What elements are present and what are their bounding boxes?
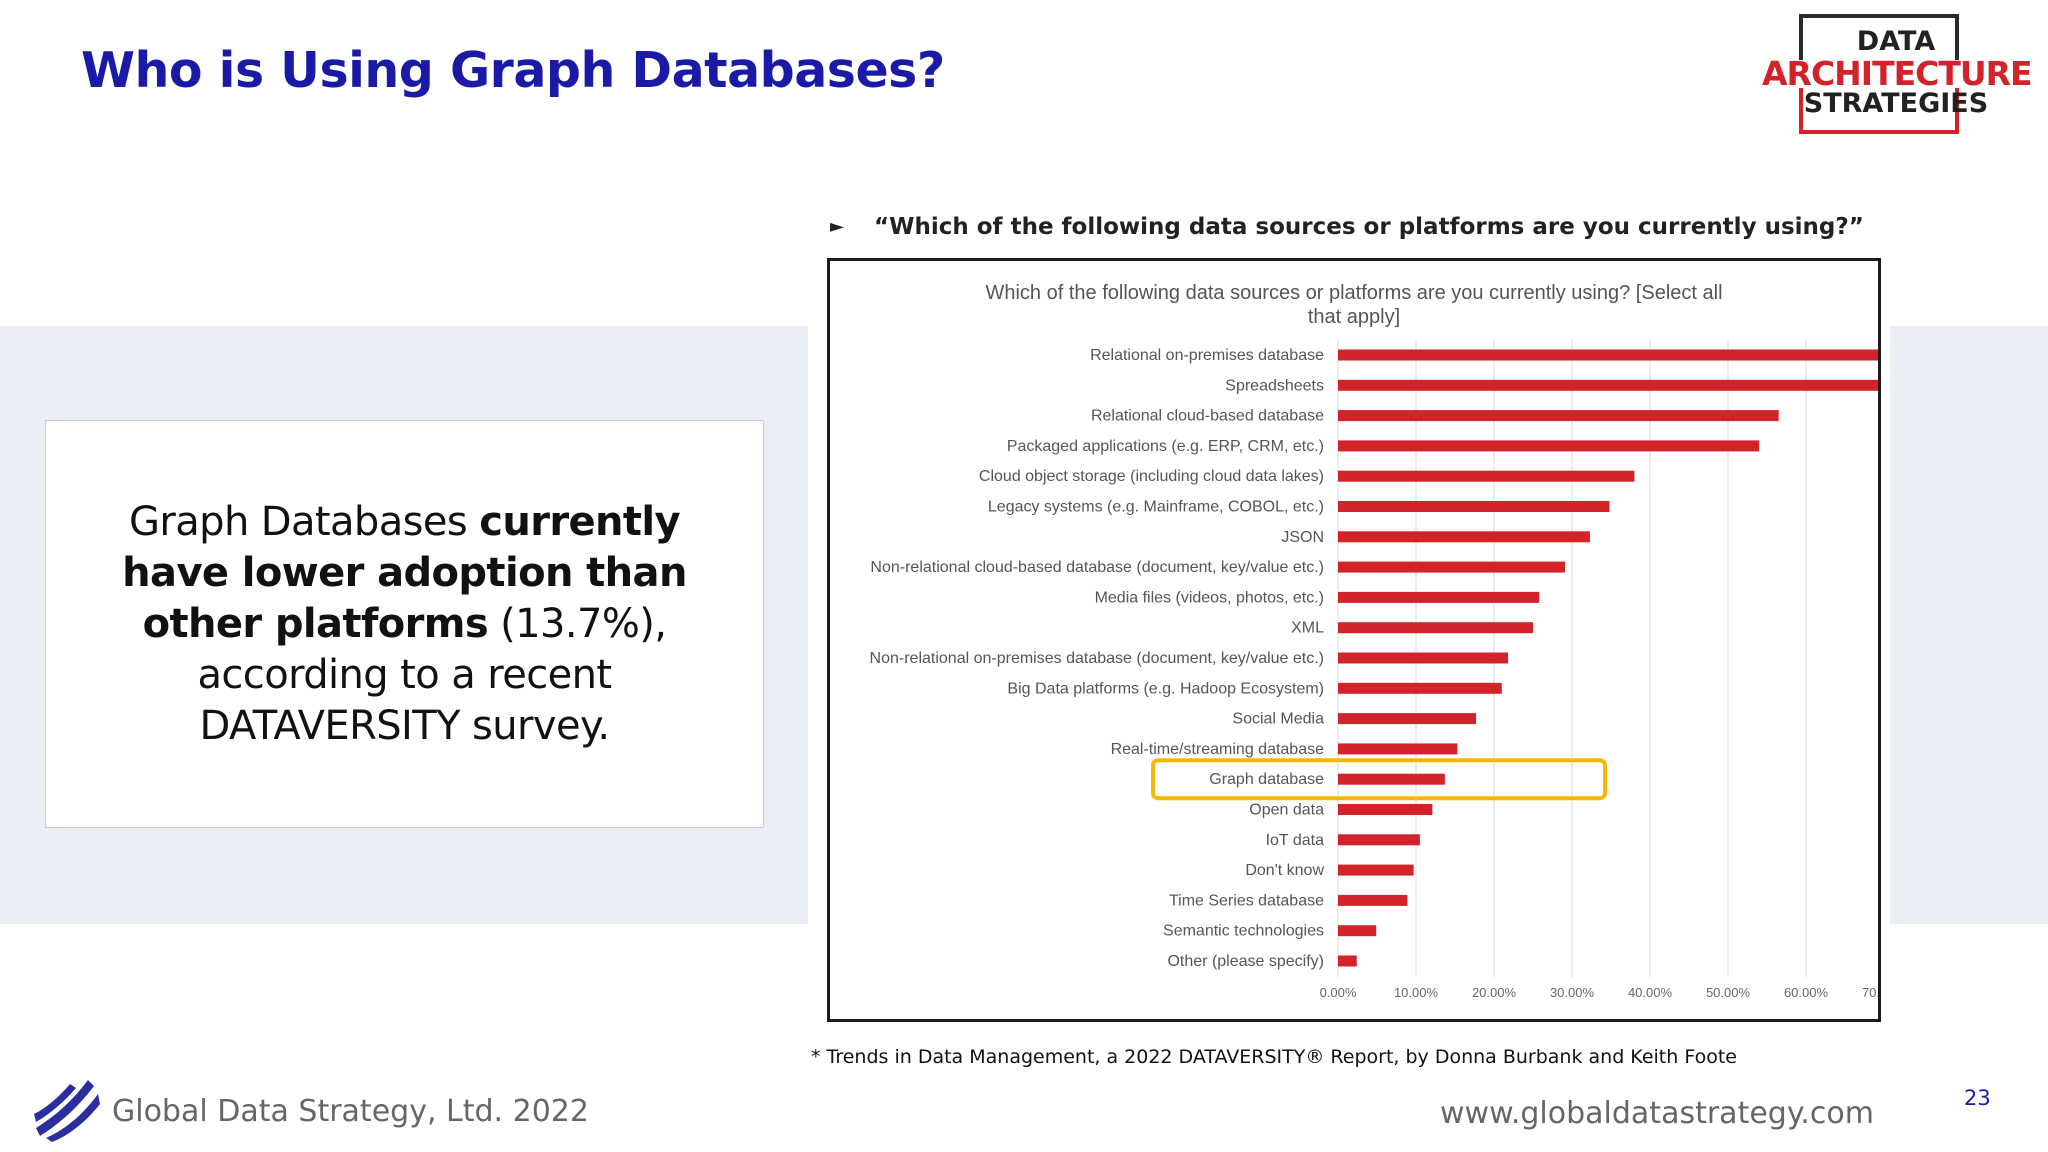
bar [1338,743,1458,755]
category-label: JSON [1281,529,1324,546]
bar [1338,440,1760,452]
category-label: XML [1291,620,1324,637]
category-label: Semantic technologies [1163,923,1324,940]
logo-frame-bottom [1799,88,1959,134]
category-label: Legacy systems (e.g. Mainframe, COBOL, e… [988,499,1324,516]
callout-box: Graph Databases currently have lower ado… [45,420,764,828]
footer-url: www.globaldatastrategy.com [1440,1096,1874,1131]
chart-title-line-2: that apply] [1308,306,1400,328]
category-label: Real-time/streaming database [1111,741,1325,758]
chart-title-line-1: Which of the following data sources or p… [985,282,1722,304]
bar [1338,501,1610,512]
category-label: Spreadsheets [1225,377,1324,394]
x-tick-label: 0.00% [1320,985,1357,1000]
x-tick-label: 50.00% [1706,985,1751,1000]
bar [1338,864,1414,876]
bar [1338,470,1635,482]
category-label: Non-relational cloud-based database (doc… [870,559,1324,576]
x-tick-label: 40.00% [1628,985,1673,1000]
callout-part-2: (13.7%), according to a recent DATAVERSI… [197,600,667,749]
category-label: Packaged applications (e.g. ERP, CRM, et… [1007,438,1324,455]
survey-question-text: “Which of the following data sources or … [874,214,1864,240]
category-label: Cloud object storage (including cloud da… [979,468,1324,485]
bar [1338,925,1377,937]
logo-frame-top [1799,14,1959,60]
category-label: Relational on-premises database [1090,347,1324,364]
category-label: Big Data platforms (e.g. Hadoop Ecosyste… [1007,680,1324,697]
category-label: Media files (videos, photos, etc.) [1095,589,1324,606]
category-label: IoT data [1266,832,1325,849]
bar [1338,894,1408,906]
bar [1338,713,1477,725]
x-tick-label: 70.00% [1862,985,1878,1000]
logo-text-data: DATA [1856,26,1936,57]
category-label: Open data [1249,802,1324,819]
data-architecture-strategies-logo: DATA ARCHITECTURE STRATEGIES [1762,12,2033,134]
callout-bold: currently have lower adoption than other… [122,498,687,647]
category-label: Social Media [1232,711,1324,728]
page-number: 23 [1964,1086,1991,1110]
bar [1338,410,1779,422]
bar [1338,622,1533,634]
bar [1338,834,1420,846]
category-label: Graph database [1209,771,1324,788]
bar [1338,652,1509,664]
category-label: Don't know [1245,862,1324,879]
footer-company: Global Data Strategy, Ltd. 2022 [112,1094,589,1129]
bar [1338,561,1565,573]
footnote: * Trends in Data Management, a 2022 DATA… [811,1046,1737,1068]
survey-question: ► “Which of the following data sources or… [830,214,1880,240]
x-tick-label: 10.00% [1394,985,1439,1000]
background-band-right [1890,326,2048,924]
logo-text-architecture: ARCHITECTURE [1762,54,2033,93]
bar [1338,591,1540,603]
x-tick-label: 30.00% [1550,985,1595,1000]
triangle-bullet-icon: ► [830,216,844,237]
slide-title: Who is Using Graph Databases? [81,42,945,99]
bar [1338,682,1502,694]
bar-chart: Which of the following data sources or p… [870,282,1878,1000]
global-data-strategy-logo-icon [34,1080,100,1142]
category-label: Non-relational on-premises database (doc… [870,650,1324,667]
x-tick-label: 60.00% [1784,985,1829,1000]
bar [1338,531,1590,543]
callout-text: Graph Databases currently have lower ado… [46,497,763,752]
category-label: Time Series database [1169,892,1324,909]
bar [1338,955,1357,967]
logo-text-strategies: STRATEGIES [1803,88,1989,119]
category-label: Other (please specify) [1167,953,1324,970]
x-tick-label: 20.00% [1472,985,1517,1000]
bar [1338,804,1433,815]
highlight-box [1151,758,1607,801]
bar [1338,379,1878,391]
callout-part-1: Graph Databases [129,498,480,545]
chart-frame: Which of the following data sources or p… [827,258,1881,1022]
bar [1338,773,1445,785]
bar [1338,349,1878,361]
category-label: Relational cloud-based database [1091,408,1324,425]
